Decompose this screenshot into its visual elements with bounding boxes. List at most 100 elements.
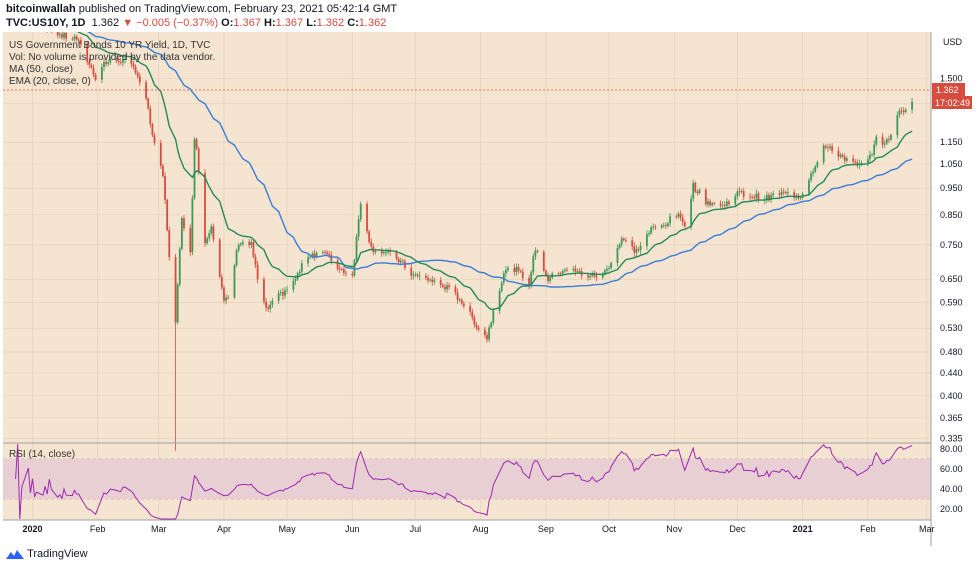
candle-body [875,136,878,145]
price-tick-label: 1.050 [940,159,963,169]
candle-body [694,182,697,192]
down-arrow-icon: ▼ [122,17,134,29]
candle-body [119,62,122,64]
legend-ma[interactable]: MA (50, close) [9,64,73,75]
candle-body [681,217,684,223]
candle-body [620,238,623,245]
candle-body [664,225,667,227]
candle-body [492,310,495,323]
candle-body [768,194,770,200]
candle-body [269,304,272,310]
candle-body [311,253,314,257]
candle-body [578,271,581,272]
candle-body [839,154,842,157]
quote-line: TVC:US10Y, 1D 1.362 ▼ −0.005 (−0.37%) O:… [6,17,386,29]
candle-body [519,270,522,272]
rsi-band [3,459,931,499]
candle-body [707,201,709,205]
close-value: 1.362 [358,17,387,29]
candle-body [61,34,63,38]
candle-body [147,98,150,109]
candle-body [122,59,124,63]
candle-body [808,180,810,194]
candle-body [547,275,549,281]
candle-body [765,194,768,200]
candle-body [233,265,236,298]
candle-body [883,143,886,145]
legend-rsi[interactable]: RSI (14, close) [9,449,75,460]
price-tick-label: 0.530 [940,323,963,333]
price-tick-label: 0.440 [940,368,963,378]
candle-body [162,165,164,177]
candle-body [328,253,331,255]
candle-body [395,251,398,259]
legend-title[interactable]: US Government Bonds 10 YR Yield, 1D, TVC [9,40,210,51]
footer: TradingView [6,548,88,564]
rsi-tick-label: 80.00 [940,444,963,454]
candle-body [235,250,238,266]
candle-body [770,195,772,200]
symbol-label[interactable]: TVC:US10Y, 1D [6,17,86,29]
last-price-tag-text: 1.362 [936,85,959,95]
candle-body [370,242,373,247]
candle-body [345,273,347,275]
candle-body [256,264,259,280]
candle-body [237,244,240,251]
rsi-line [15,443,913,520]
candle-body [831,146,833,151]
last-price: 1.362 [91,17,120,29]
candle-body [517,266,520,271]
candle-body [254,256,257,265]
candle-body [698,189,701,194]
ma50-line [87,32,913,288]
legend-ema[interactable]: EMA (20, close, 0) [9,76,91,87]
candle-body [692,182,695,199]
candle-body [340,268,343,270]
candle-body [793,192,796,198]
candle-body [856,162,859,166]
candle-body [107,62,110,64]
candle-body [385,252,387,254]
candle-body [545,270,547,276]
candle-body [267,307,270,310]
candle-body [73,36,76,40]
time-tick-label: Mar [919,524,935,534]
candle-body [286,289,288,291]
low-value: 1.362 [316,17,345,29]
candle-body [603,270,606,275]
candle-body [399,260,402,263]
candle-body [132,63,135,67]
candle-body [433,280,436,282]
candle-body [374,250,377,253]
candle-body [755,193,758,198]
candle-body [462,303,465,307]
candle-body [772,193,775,196]
time-axis[interactable]: 2020 Feb Mar Apr May Jun Jul Aug Sep Oct Nov Dec 202… [22,524,934,534]
candle-body [134,66,137,73]
price-chart[interactable]: 1.5001.3501.1501.0500.9500.8500.7500.650… [0,32,980,546]
author-name[interactable]: bitcoinwallah [6,3,76,15]
rsi-axis[interactable]: 80.00 60.00 40.00 20.00 [940,444,963,514]
candle-body [101,67,103,80]
candle-body [218,239,221,277]
candle-body [690,198,693,227]
candle-body [431,279,434,282]
footer-brand[interactable]: TradingView [27,548,88,561]
candle-body [826,147,829,149]
candle-body [281,292,284,296]
candle-body [176,284,179,323]
price-axis[interactable]: 1.5001.3501.1501.0500.9500.8500.7500.650… [940,73,963,443]
candle-body [843,156,846,161]
candle-body [366,203,368,232]
candle-body [822,145,825,163]
time-tick-label: Feb [860,524,876,534]
candle-body [130,59,133,64]
candle-body [56,32,59,36]
candle-body [204,172,206,244]
candle-body [263,279,265,302]
candle-body [342,269,345,274]
time-tick-label: Aug [473,524,489,534]
candle-body [507,267,509,271]
price-tick-label: 0.650 [940,274,963,284]
candle-body [683,222,686,227]
